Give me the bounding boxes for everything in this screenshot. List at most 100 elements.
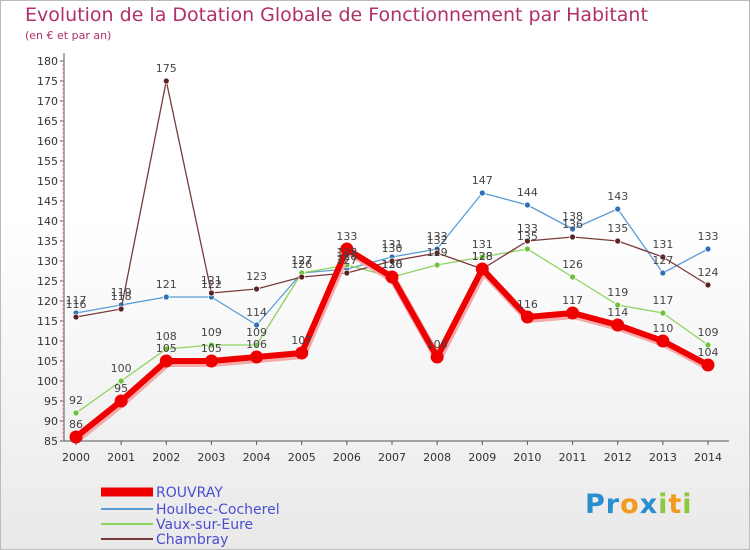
data-point: [72, 313, 80, 321]
data-label: 135: [517, 230, 538, 243]
data-point: [250, 350, 264, 364]
data-point: [704, 245, 712, 253]
legend-label: ROUVRAY: [156, 485, 223, 501]
data-point: [295, 346, 309, 360]
data-label: 109: [246, 326, 267, 339]
chart-subtitle: (en € et par an): [25, 29, 112, 42]
y-tick-label: 125: [37, 275, 58, 288]
data-point: [298, 273, 306, 281]
data-label: 143: [607, 190, 628, 203]
data-point: [208, 289, 215, 297]
data-label: 133: [698, 230, 719, 243]
data-point: [69, 430, 83, 444]
data-label: 127: [291, 254, 312, 267]
data-label: 127: [652, 254, 673, 267]
data-label: 119: [111, 286, 132, 299]
data-point: [208, 341, 215, 349]
data-point: [253, 321, 260, 329]
data-point: [204, 354, 218, 368]
x-tick-label: 2013: [649, 451, 677, 464]
data-label: 128: [472, 250, 493, 263]
data-label: 175: [156, 62, 177, 75]
y-tick-label: 105: [37, 355, 58, 368]
data-point: [430, 350, 444, 364]
x-tick-label: 2000: [62, 451, 90, 464]
logo-letter: t: [668, 489, 683, 520]
data-label: 100: [111, 362, 132, 375]
x-tick-label: 2003: [197, 451, 225, 464]
logo-letter: x: [639, 489, 659, 520]
data-label: 118: [111, 290, 132, 303]
data-label: 105: [156, 342, 177, 355]
data-label: 124: [698, 266, 719, 279]
data-point: [569, 233, 576, 241]
data-point: [704, 341, 712, 349]
data-point: [566, 306, 580, 320]
data-point: [388, 257, 396, 265]
data-point: [701, 358, 715, 372]
data-point: [162, 293, 170, 301]
data-label: 126: [562, 258, 583, 271]
data-label: 117: [652, 294, 673, 307]
data-point: [478, 253, 486, 261]
data-point: [524, 201, 531, 209]
y-tick-label: 160: [37, 135, 58, 148]
logo-letter: o: [620, 489, 640, 520]
data-label: 109: [201, 326, 222, 339]
data-label: 107: [291, 334, 312, 347]
legend-label: Houlbec-Cocherel: [156, 502, 280, 518]
data-point: [117, 305, 125, 313]
data-label: 92: [69, 394, 83, 407]
chart-title: Evolution de la Dotation Globale de Fonc…: [25, 4, 648, 26]
data-label: 133: [427, 230, 448, 243]
data-label: 114: [246, 306, 267, 319]
data-label: 128: [472, 250, 493, 263]
legend-label: Vaux-sur-Eure: [156, 517, 253, 533]
y-tick-label: 170: [37, 95, 58, 108]
x-tick-label: 2001: [107, 451, 135, 464]
x-tick-label: 2008: [423, 451, 451, 464]
data-label: 104: [698, 346, 719, 359]
data-label: 121: [156, 278, 177, 291]
x-tick-label: 2014: [694, 451, 722, 464]
data-point: [475, 262, 489, 276]
data-label: 86: [69, 418, 83, 431]
data-label: 108: [156, 330, 177, 343]
data-label: 105: [201, 342, 222, 355]
data-label: 127: [291, 254, 312, 267]
data-point: [611, 318, 625, 332]
data-label: 135: [607, 222, 628, 235]
data-point: [614, 301, 622, 309]
y-tick-label: 115: [37, 315, 58, 328]
data-label: 116: [66, 298, 87, 311]
data-label: 126: [291, 258, 312, 271]
x-tick-label: 2006: [333, 451, 361, 464]
data-label: 130: [382, 242, 403, 255]
data-label: 116: [517, 298, 538, 311]
y-tick-label: 145: [37, 195, 58, 208]
x-tick-label: 2004: [243, 451, 271, 464]
data-point: [478, 189, 486, 197]
data-point: [253, 285, 260, 293]
data-point: [569, 273, 576, 281]
y-tick-label: 110: [37, 335, 58, 348]
logo-letter: i: [682, 489, 693, 520]
data-point: [520, 310, 534, 324]
data-label: 117: [562, 294, 583, 307]
data-label: 133: [517, 222, 538, 235]
data-point: [340, 242, 354, 256]
data-label: 132: [427, 234, 448, 247]
data-label: 138: [562, 210, 583, 223]
data-label: 95: [114, 382, 128, 395]
data-point: [569, 225, 576, 233]
legend-label: Chambray: [156, 532, 228, 548]
data-point: [385, 270, 399, 284]
data-point: [159, 354, 173, 368]
y-tick-label: 130: [37, 255, 58, 268]
data-point: [614, 237, 622, 245]
y-tick-label: 175: [37, 75, 58, 88]
data-point: [114, 394, 128, 408]
logo-letter: r: [605, 489, 621, 520]
data-label: 123: [246, 270, 267, 283]
